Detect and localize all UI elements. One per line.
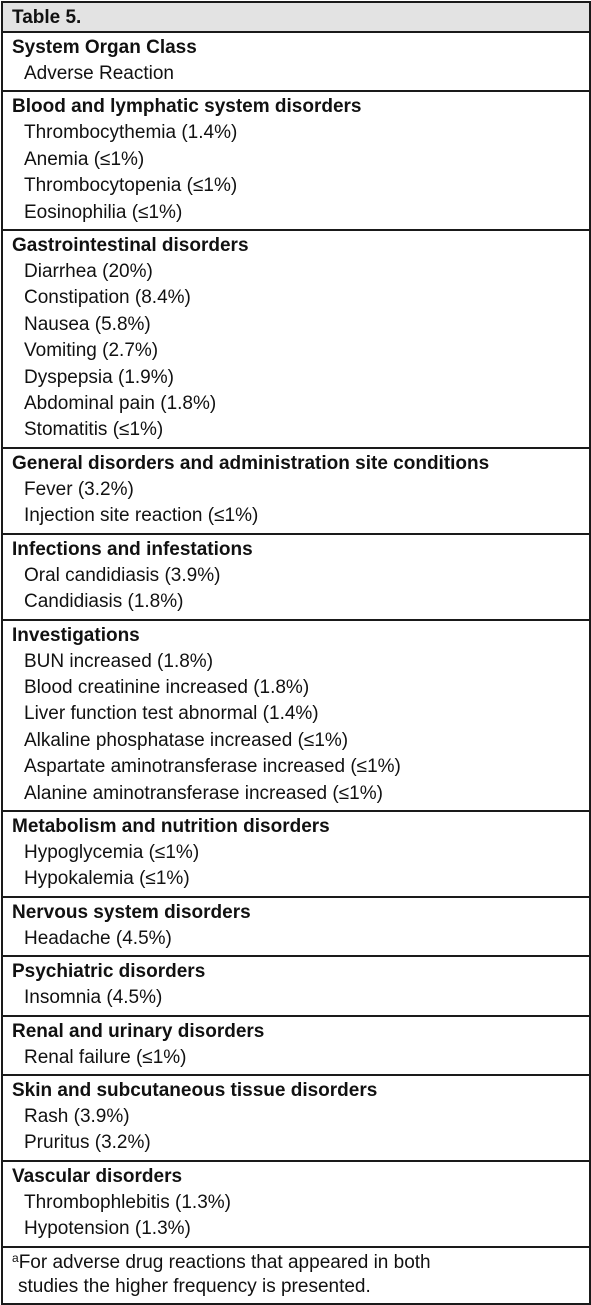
adverse-reaction-item: Vomiting (2.7%)	[24, 340, 159, 362]
table-header: System Organ Class Adverse Reaction	[3, 33, 589, 93]
section-heading: Blood and lymphatic system disorders	[12, 96, 362, 118]
adverse-reaction-item: Liver function test abnormal (1.4%)	[24, 703, 319, 725]
header-system-organ-class: System Organ Class	[12, 37, 197, 58]
adverse-reaction-item: Renal failure (≤1%)	[24, 1046, 187, 1068]
adverse-reaction-item: Fever (3.2%)	[24, 478, 134, 500]
footnote-line-2: studies the higher frequency is presente…	[18, 1275, 371, 1297]
adverse-reaction-item: Hypoglycemia (≤1%)	[24, 841, 200, 863]
adverse-reaction-item: Anemia (≤1%)	[24, 148, 145, 170]
adverse-reaction-item: Thrombophlebitis (1.3%)	[24, 1191, 231, 1213]
table-section: Investigations BUN increased (1.8%) Blood …	[3, 621, 589, 812]
adverse-reaction-item: Abdominal pain (1.8%)	[24, 393, 217, 415]
section-heading: Investigations	[12, 624, 140, 646]
adverse-reaction-item: Hypotension (1.3%)	[24, 1218, 191, 1240]
footnote-marker: a	[12, 1250, 19, 1265]
table-footnote: aFor adverse drug reactions that appeare…	[3, 1248, 589, 1303]
table-section: Psychiatric disorders Insomnia (4.5%)	[3, 957, 589, 1017]
section-heading: Gastrointestinal disorders	[12, 235, 249, 257]
adverse-reaction-item: Thrombocytopenia (≤1%)	[24, 175, 238, 197]
adverse-reaction-item: Thrombocythemia (1.4%)	[24, 122, 238, 144]
section-heading: Skin and subcutaneous tissue disorders	[12, 1079, 378, 1101]
adverse-reaction-item: Dyspepsia (1.9%)	[24, 366, 174, 388]
adverse-reaction-item: Blood creatinine increased (1.8%)	[24, 676, 310, 698]
adverse-reaction-item: BUN increased (1.8%)	[24, 650, 214, 672]
adverse-reaction-item: Rash (3.9%)	[24, 1105, 130, 1127]
adverse-reaction-item: Nausea (5.8%)	[24, 313, 151, 335]
footnote-line-1: aFor adverse drug reactions that appeare…	[12, 1251, 589, 1275]
section-heading: Metabolism and nutrition disorders	[12, 815, 330, 837]
adverse-reaction-item: Alkaline phosphatase increased (≤1%)	[24, 729, 349, 751]
adverse-reaction-item: Insomnia (4.5%)	[24, 987, 163, 1009]
table-section: Infections and infestations Oral candidia…	[3, 535, 589, 621]
adverse-reaction-item: Aspartate aminotransferase increased (≤1…	[24, 756, 401, 778]
adverse-reaction-item: Diarrhea (20%)	[24, 261, 153, 283]
adverse-reaction-item: Alanine aminotransferase increased (≤1%)	[24, 782, 383, 804]
table-section: Renal and urinary disorders Renal failure…	[3, 1017, 589, 1076]
table-section: Vascular disorders Thrombophlebitis (1.3%…	[3, 1162, 589, 1248]
table-section: Skin and subcutaneous tissue disorders Ra…	[3, 1076, 589, 1162]
section-heading: General disorders and administration sit…	[12, 452, 490, 474]
table-section: Blood and lymphatic system disorders Thro…	[3, 92, 589, 232]
table-body: Blood and lymphatic system disorders Thro…	[3, 92, 589, 1248]
adverse-reaction-item: Constipation (8.4%)	[24, 287, 191, 309]
section-heading: Psychiatric disorders	[12, 961, 206, 983]
table-section: General disorders and administration sit…	[3, 449, 589, 535]
table-section: Nervous system disorders Headache (4.5%)	[3, 898, 589, 958]
adverse-reaction-item: Pruritus (3.2%)	[24, 1132, 151, 1154]
footnote-text-1: For adverse drug reactions that appeared…	[18, 1251, 431, 1273]
section-heading: Nervous system disorders	[12, 901, 251, 923]
section-heading: Infections and infestations	[12, 538, 253, 560]
section-heading: Vascular disorders	[12, 1165, 183, 1187]
table-section: Gastrointestinal disorders Diarrhea (20%)…	[3, 231, 589, 449]
adverse-reaction-item: Candidiasis (1.8%)	[24, 591, 184, 613]
adverse-reaction-item: Stomatitis (≤1%)	[24, 419, 164, 441]
table-section: Metabolism and nutrition disorders Hypogl…	[3, 812, 589, 898]
adverse-reaction-item: Eosinophilia (≤1%)	[24, 201, 183, 223]
section-heading: Renal and urinary disorders	[12, 1020, 265, 1042]
adverse-reaction-item: Hypokalemia (≤1%)	[24, 868, 190, 890]
table-title: Table 5.	[3, 3, 589, 33]
adverse-reaction-item: Headache (4.5%)	[24, 927, 172, 949]
header-adverse-reaction: Adverse Reaction	[24, 63, 174, 84]
adverse-reaction-item: Oral candidiasis (3.9%)	[24, 564, 221, 586]
adverse-reaction-item: Injection site reaction (≤1%)	[24, 505, 259, 527]
